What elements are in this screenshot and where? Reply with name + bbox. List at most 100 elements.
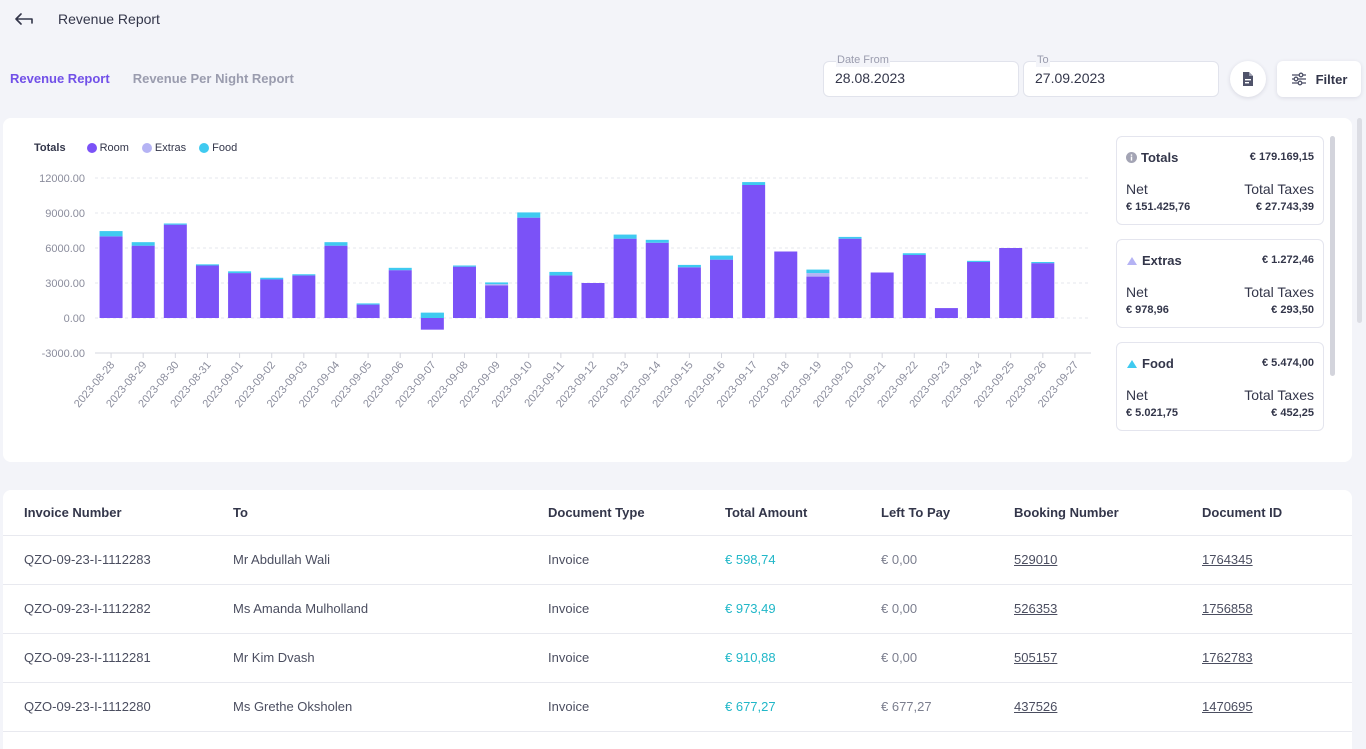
bar-room[interactable] <box>806 276 830 318</box>
col-to[interactable]: To <box>233 490 548 536</box>
col-left-to-pay[interactable]: Left To Pay <box>881 490 1014 536</box>
bar-food[interactable] <box>677 264 701 268</box>
bar-room[interactable] <box>774 251 798 319</box>
booking-number-link[interactable]: 529010 <box>1014 552 1058 567</box>
document-id-link[interactable]: 1470695 <box>1202 699 1253 714</box>
col-document-type[interactable]: Document Type <box>548 490 725 536</box>
y-tick-label: 3000.00 <box>45 278 85 290</box>
legend-item-extras[interactable]: Extras <box>141 142 186 154</box>
table-row[interactable]: QZO-09-23-I-1112280 Ms Grethe Oksholen I… <box>3 682 1352 732</box>
bar-food[interactable] <box>163 223 187 225</box>
legend-item-food[interactable]: Food <box>199 142 237 154</box>
col-document-id[interactable]: Document ID <box>1202 490 1352 536</box>
bar-extras[interactable] <box>485 284 509 286</box>
booking-number-link[interactable]: 437526 <box>1014 699 1058 714</box>
legend-item-room[interactable]: Room <box>86 142 129 154</box>
bar-room[interactable] <box>677 267 701 318</box>
bar-food[interactable] <box>260 277 284 280</box>
bar-food[interactable] <box>838 236 862 239</box>
bar-room[interactable] <box>292 275 316 318</box>
document-id-link[interactable]: 1762783 <box>1202 650 1253 665</box>
bar-food[interactable] <box>324 242 348 246</box>
bar-room[interactable] <box>485 285 509 318</box>
export-document-button[interactable] <box>1230 61 1266 97</box>
bar-room[interactable] <box>967 262 991 318</box>
date-from-label: Date From <box>836 53 890 67</box>
bar-food[interactable] <box>195 264 219 266</box>
booking-number-link[interactable]: 526353 <box>1014 601 1058 616</box>
bar-food[interactable] <box>99 231 123 237</box>
bar-room[interactable] <box>870 272 894 319</box>
bar-room[interactable] <box>517 217 541 318</box>
bar-room[interactable] <box>613 238 637 318</box>
bar-room[interactable] <box>228 273 252 318</box>
bar-room[interactable] <box>420 318 444 330</box>
bar-food[interactable] <box>292 274 316 276</box>
bar-food[interactable] <box>613 234 637 239</box>
legend-label-food: Food <box>212 142 238 154</box>
y-tick-label: 6000.00 <box>45 243 85 255</box>
bar-room[interactable] <box>934 308 958 318</box>
bar-food[interactable] <box>131 242 155 246</box>
table-row[interactable]: QZO-09-23-I-1112281 Mr Kim Dvash Invoice… <box>3 633 1352 683</box>
bar-food[interactable] <box>420 312 444 318</box>
summary-scrollbar[interactable] <box>1330 136 1335 376</box>
bar-room[interactable] <box>260 279 284 319</box>
bar-room[interactable] <box>999 248 1023 318</box>
document-id-link[interactable]: 1764345 <box>1202 552 1253 567</box>
bar-room[interactable] <box>581 283 605 318</box>
bar-food[interactable] <box>1031 262 1055 264</box>
tab-revenue-per-night-report[interactable]: Revenue Per Night Report <box>132 71 294 86</box>
document-id-link[interactable]: 1756858 <box>1202 601 1253 616</box>
date-from-input[interactable] <box>835 70 1005 86</box>
table-row[interactable]: QZO-09-23-I-1112282 Ms Amanda Mulholland… <box>3 584 1352 634</box>
bar-room[interactable] <box>324 245 348 318</box>
bar-room[interactable] <box>645 242 669 318</box>
col-total-amount[interactable]: Total Amount <box>725 490 881 536</box>
summary-net-value: € 151.425,76 <box>1126 201 1191 213</box>
bar-food[interactable] <box>902 253 926 255</box>
bar-food[interactable] <box>645 239 669 243</box>
tab-revenue-report[interactable]: Revenue Report <box>10 71 110 86</box>
table-row[interactable]: QZO-09-23-I-1112283 Mr Abdullah Wali Inv… <box>3 535 1352 585</box>
bar-room[interactable] <box>99 236 123 318</box>
bar-food[interactable] <box>517 212 541 218</box>
bar-room[interactable] <box>902 255 926 318</box>
bar-room[interactable] <box>710 259 734 318</box>
bar-food[interactable] <box>356 303 380 305</box>
bar-room[interactable] <box>452 266 476 318</box>
info-icon <box>1126 152 1137 163</box>
bar-food[interactable] <box>967 260 991 262</box>
page-scrollbar[interactable] <box>1357 118 1362 323</box>
bar-food[interactable] <box>228 271 252 274</box>
date-to-label: To <box>1036 53 1050 67</box>
bar-room[interactable] <box>549 275 573 318</box>
bar-food[interactable] <box>710 255 734 260</box>
bar-room[interactable] <box>742 185 766 318</box>
bar-room[interactable] <box>131 245 155 318</box>
col-invoice-number[interactable]: Invoice Number <box>3 490 233 536</box>
bar-room[interactable] <box>195 265 219 319</box>
bar-food[interactable] <box>485 282 509 285</box>
bar-room[interactable] <box>1031 263 1055 318</box>
y-tick-label: -3000.00 <box>42 348 85 360</box>
recipient: Mr Kim Dvash <box>233 633 548 683</box>
bar-food[interactable] <box>549 271 573 276</box>
invoice-number: QZO-09-23-I-1112282 <box>3 584 233 634</box>
booking-number-link[interactable]: 505157 <box>1014 650 1058 665</box>
summary-head-extras: Extras <box>1126 253 1182 268</box>
bar-food[interactable] <box>806 269 830 274</box>
back-button[interactable] <box>12 8 38 30</box>
col-booking-number[interactable]: Booking Number <box>1014 490 1202 536</box>
bar-food[interactable] <box>388 267 412 271</box>
date-to-input[interactable] <box>1035 70 1205 86</box>
bar-food[interactable] <box>742 182 766 185</box>
bar-room[interactable] <box>356 304 380 318</box>
legend-label-room: Room <box>99 142 129 154</box>
bar-extras[interactable] <box>806 273 830 277</box>
bar-room[interactable] <box>388 270 412 318</box>
filter-button[interactable]: Filter <box>1277 61 1361 97</box>
bar-room[interactable] <box>163 224 187 318</box>
bar-room[interactable] <box>838 238 862 318</box>
bar-food[interactable] <box>452 265 476 267</box>
